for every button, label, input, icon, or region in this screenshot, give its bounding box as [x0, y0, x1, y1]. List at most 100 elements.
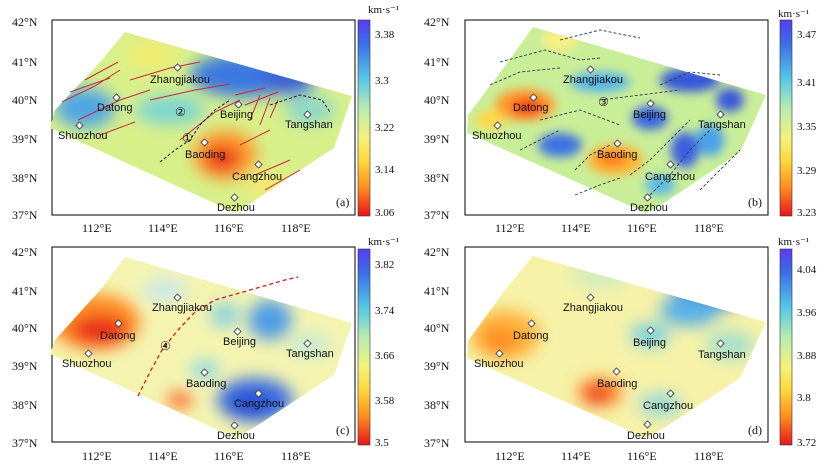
colorbar-tick: 3.41: [797, 77, 816, 89]
city-marker: [527, 319, 536, 328]
colorbar-tick: 3.06: [375, 207, 395, 219]
lat-axis: 42°N 41°N 40°N 39°N 38°N 37°N: [12, 245, 38, 450]
city-label-cangzhou: Cangzhou: [643, 400, 693, 412]
colorbar-unit: km·s⁻¹: [778, 8, 809, 20]
city-marker: [493, 121, 502, 130]
lat-tick: 41°N: [12, 284, 38, 298]
lon-axis: 112°E 114°E 116°E 118°E: [495, 449, 724, 463]
lon-tick: 118°E: [694, 221, 724, 235]
city-label-zhangjiakou: Zhangjiakou: [152, 302, 212, 314]
lon-tick: 116°E: [627, 449, 657, 463]
colorbar-tick: 3.22: [375, 122, 394, 134]
lon-tick: 116°E: [627, 221, 657, 235]
lat-tick: 37°N: [424, 436, 450, 450]
city-label-dezhou: Dezhou: [627, 430, 665, 442]
lat-tick: 40°N: [424, 93, 450, 107]
city-label-shuozhou: Shuozhou: [474, 358, 524, 370]
colorbar-tick: 3.74: [375, 305, 395, 317]
colorbar-tick: 4.04: [797, 264, 817, 276]
lat-tick: 42°N: [12, 245, 38, 259]
colorbar-tick: 3.88: [797, 350, 817, 362]
city-label-zhangjiakou: Zhangjiakou: [563, 74, 623, 86]
city-label-shuozhou: Shuozhou: [62, 358, 112, 370]
city-marker: [643, 193, 652, 202]
city-label-dezhou: Dezhou: [630, 202, 668, 214]
lat-tick: 40°N: [12, 321, 38, 335]
lat-tick: 42°N: [424, 245, 450, 259]
lon-tick: 114°E: [561, 449, 591, 463]
city-label-zhangjiakou: Zhangjiakou: [563, 302, 623, 314]
colorbar-tick: 3.23: [797, 207, 817, 219]
dashed-boundary: [159, 99, 231, 163]
city-marker: [112, 93, 121, 102]
lat-tick: 41°N: [424, 284, 450, 298]
city-marker: [114, 319, 123, 328]
lat-tick: 37°N: [12, 208, 38, 222]
lon-tick: 118°E: [281, 449, 311, 463]
lon-tick: 112°E: [495, 221, 525, 235]
colorbar: km·s⁻¹ 3.47 3.41 3.35 3.29 3.23: [778, 8, 817, 219]
colorbar-tick: 3.47: [797, 29, 817, 41]
city-markers: [495, 293, 725, 429]
panel-label: (b): [748, 195, 762, 209]
city-marker: [666, 160, 675, 169]
city-marker: [303, 339, 312, 348]
city-label-zhangjiakou: Zhangjiakou: [150, 74, 210, 86]
dashed-boundaries: [489, 29, 741, 196]
city-marker: [233, 327, 242, 336]
colorbar-tick: 3.14: [375, 164, 395, 176]
city-marker: [230, 421, 239, 430]
lat-axis: 42°N 41°N 40°N 39°N 38°N 37°N: [12, 15, 38, 222]
city-label-datong: Datong: [513, 102, 548, 114]
colorbar-bar: [779, 248, 793, 446]
colorbar-tick: 3.5: [375, 437, 389, 449]
city-label-beijing: Beijing: [633, 109, 666, 121]
city-label-tangshan: Tangshan: [286, 348, 334, 360]
city-label-cangzhou: Cangzhou: [232, 171, 282, 183]
lat-axis: 42°N 41°N 40°N 39°N 38°N 37°N: [424, 15, 450, 222]
city-marker: [200, 138, 209, 147]
lon-axis: 112°E 114°E 116°E 118°E: [82, 221, 311, 235]
city-label-beijing: Beijing: [220, 109, 253, 121]
city-label-beijing: Beijing: [633, 337, 666, 349]
panel-label: (a): [336, 195, 349, 209]
dashed-boundary: [137, 276, 299, 397]
city-label-shuozhou: Shuozhou: [58, 130, 108, 142]
city-markers: [75, 63, 312, 202]
lat-axis: 42°N 41°N 40°N 39°N 38°N 37°N: [424, 245, 450, 450]
lon-tick: 112°E: [495, 449, 525, 463]
city-marker: [529, 93, 538, 102]
city-label-datong: Datong: [97, 102, 132, 114]
lat-tick: 37°N: [424, 208, 450, 222]
city-marker: [666, 389, 675, 398]
region-marker-2: ②: [175, 105, 186, 119]
lat-tick: 39°N: [424, 359, 450, 373]
lon-tick: 114°E: [148, 449, 178, 463]
lon-tick: 116°E: [214, 221, 244, 235]
fault-lines: [61, 61, 301, 191]
colorbar-unit: km·s⁻¹: [368, 4, 399, 16]
lat-tick: 41°N: [12, 55, 38, 69]
colorbar-bar: [357, 19, 371, 217]
city-marker: [716, 110, 725, 119]
city-marker: [303, 110, 312, 119]
city-label-tangshan: Tangshan: [698, 119, 746, 131]
lat-tick: 39°N: [12, 132, 38, 146]
panel-label: (c): [336, 423, 349, 437]
panel-d: Zhangjiakou Datong Beijing Tangshan Shuo…: [424, 236, 817, 463]
lat-tick: 40°N: [424, 321, 450, 335]
lon-tick: 118°E: [281, 221, 311, 235]
city-label-datong: Datong: [513, 330, 548, 342]
colorbar-tick: 3.66: [375, 350, 395, 362]
lon-tick: 116°E: [214, 449, 244, 463]
city-marker: [75, 121, 84, 130]
city-marker: [586, 293, 595, 302]
city-label-tangshan: Tangshan: [698, 349, 746, 361]
panel-b: Zhangjiakou Datong Beijing Tangshan Shuo…: [424, 8, 817, 235]
city-label-baoding: Baoding: [597, 149, 637, 161]
region-marker-1: ①: [182, 131, 193, 145]
city-marker: [646, 99, 655, 108]
colorbar-tick: 3.72: [797, 437, 816, 449]
colorbar-tick: 3.58: [375, 395, 395, 407]
